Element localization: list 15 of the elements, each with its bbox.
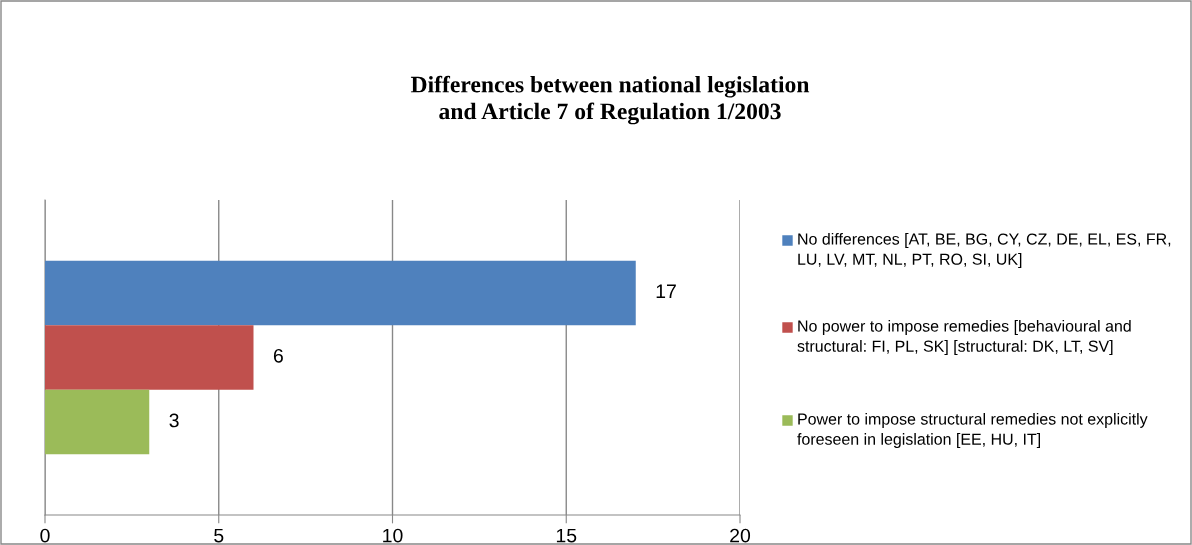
chart-title: Differences between national legislation and Article 7 of Regulation 1/2003 [410, 75, 810, 125]
data-label: 17 [656, 284, 676, 298]
x-tick-label: 15 [556, 528, 577, 543]
x-tick-label: 10 [383, 528, 403, 543]
legend-label: No differences [AT, BE, BG, CY, CZ, DE, EL, ES, FR, LU, LV, MT, NL, PT, RO, SI, UK] [798, 233, 1171, 268]
x-tick-label: 5 [214, 528, 224, 543]
bar [45, 389, 150, 455]
x-tick-label: 20 [730, 528, 751, 543]
data-label: 3 [169, 413, 179, 428]
legend-label: No power to impose remedies [behavioural and structural: FI, PL, SK] [structural: DK, LT, SV] [797, 320, 1131, 355]
x-tick-label: 0 [40, 528, 50, 543]
bar [45, 260, 636, 326]
legend-label: Power to impose structural remedies not explicitly foreseen in legislation [EE, HU, IT] [797, 413, 1148, 448]
bar [45, 325, 254, 390]
data-label: 6 [273, 348, 283, 363]
